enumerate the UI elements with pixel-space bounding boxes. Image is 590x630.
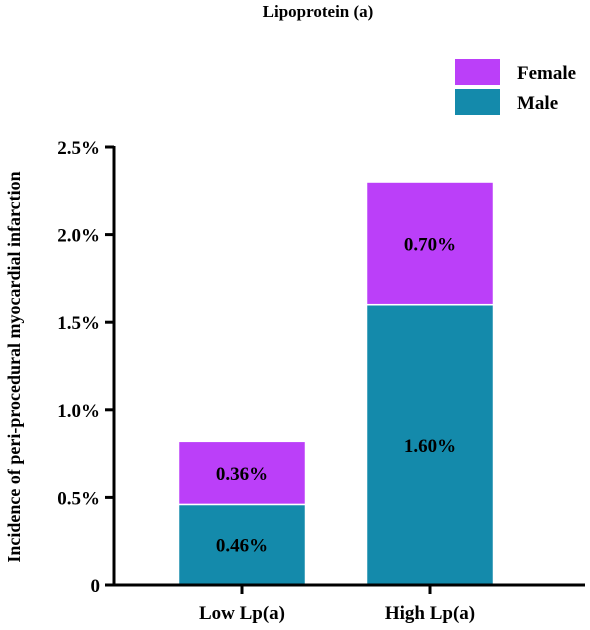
y-tick-label: 0.5% — [57, 488, 100, 509]
data-label: 0.36% — [216, 464, 268, 485]
axes: 0 0.5% 1.0% 1.5% 2.0% 2.5% Low Lp(a) High Lp(a) — [57, 138, 585, 624]
y-tick-label: 1.0% — [57, 401, 100, 422]
legend-swatch-male — [455, 89, 500, 115]
y-axis-label: Incidence of peri-procedural myocardial … — [4, 171, 24, 562]
legend: Female Male — [455, 59, 576, 115]
y-tick-label: 2.0% — [57, 226, 100, 247]
bar-female-1 — [365, 181, 495, 306]
y-tick-label: 0 — [91, 576, 101, 597]
y-tick-label: 2.5% — [57, 138, 100, 159]
legend-label-female: Female — [517, 63, 576, 84]
x-tick-label: High Lp(a) — [385, 603, 475, 624]
bars: 0.46% 0.36% 1.60% 0.70% — [177, 181, 495, 586]
x-tick-label: Low Lp(a) — [199, 603, 285, 624]
legend-swatch-female — [455, 59, 500, 85]
bar-female-0 — [177, 440, 307, 506]
y-tick-label: 1.5% — [57, 313, 100, 334]
chart-title: Lipoprotein (a) — [263, 2, 374, 21]
legend-label-male: Male — [517, 93, 558, 114]
data-label: 0.70% — [404, 234, 456, 255]
data-label: 1.60% — [404, 436, 456, 457]
data-label: 0.46% — [216, 536, 268, 557]
bar-male-0 — [177, 503, 307, 586]
